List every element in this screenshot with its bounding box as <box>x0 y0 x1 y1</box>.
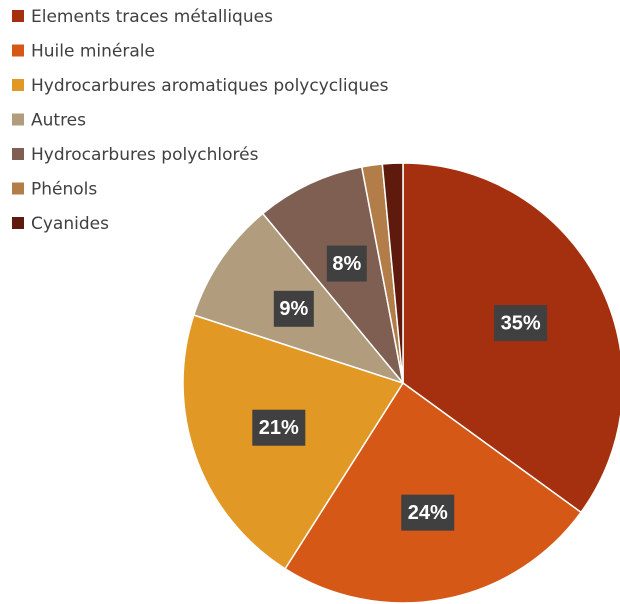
legend-swatch <box>12 182 24 195</box>
data-label-box <box>326 245 367 282</box>
legend-swatch <box>12 113 24 126</box>
pie-slice <box>284 381 583 604</box>
legend-swatch <box>12 79 24 91</box>
data-label-box <box>252 409 306 446</box>
legend-label: Elements traces métalliques <box>31 7 273 27</box>
legend-swatch <box>12 44 24 57</box>
legend-swatch <box>12 217 24 229</box>
legend-label: Hydrocarbures polychlorés <box>31 145 259 165</box>
legend-swatch <box>12 10 24 22</box>
legend-label: Phénols <box>31 180 97 200</box>
pie-slice <box>381 162 404 384</box>
legend-swatch <box>12 148 24 160</box>
data-label: 21% <box>259 417 299 439</box>
data-label: 24% <box>408 502 448 524</box>
legend-label: Cyanides <box>31 214 109 234</box>
data-label: 35% <box>501 312 541 334</box>
data-label-box <box>273 290 314 327</box>
legend-label: Huile minérale <box>31 42 155 62</box>
data-label: 8% <box>332 253 361 275</box>
data-label: 9% <box>279 298 308 320</box>
data-label-box <box>401 494 455 531</box>
data-label-box <box>494 305 548 342</box>
legend-label: Hydrocarbures aromatiques polycycliques <box>31 76 389 96</box>
legend-label: Autres <box>31 111 86 131</box>
